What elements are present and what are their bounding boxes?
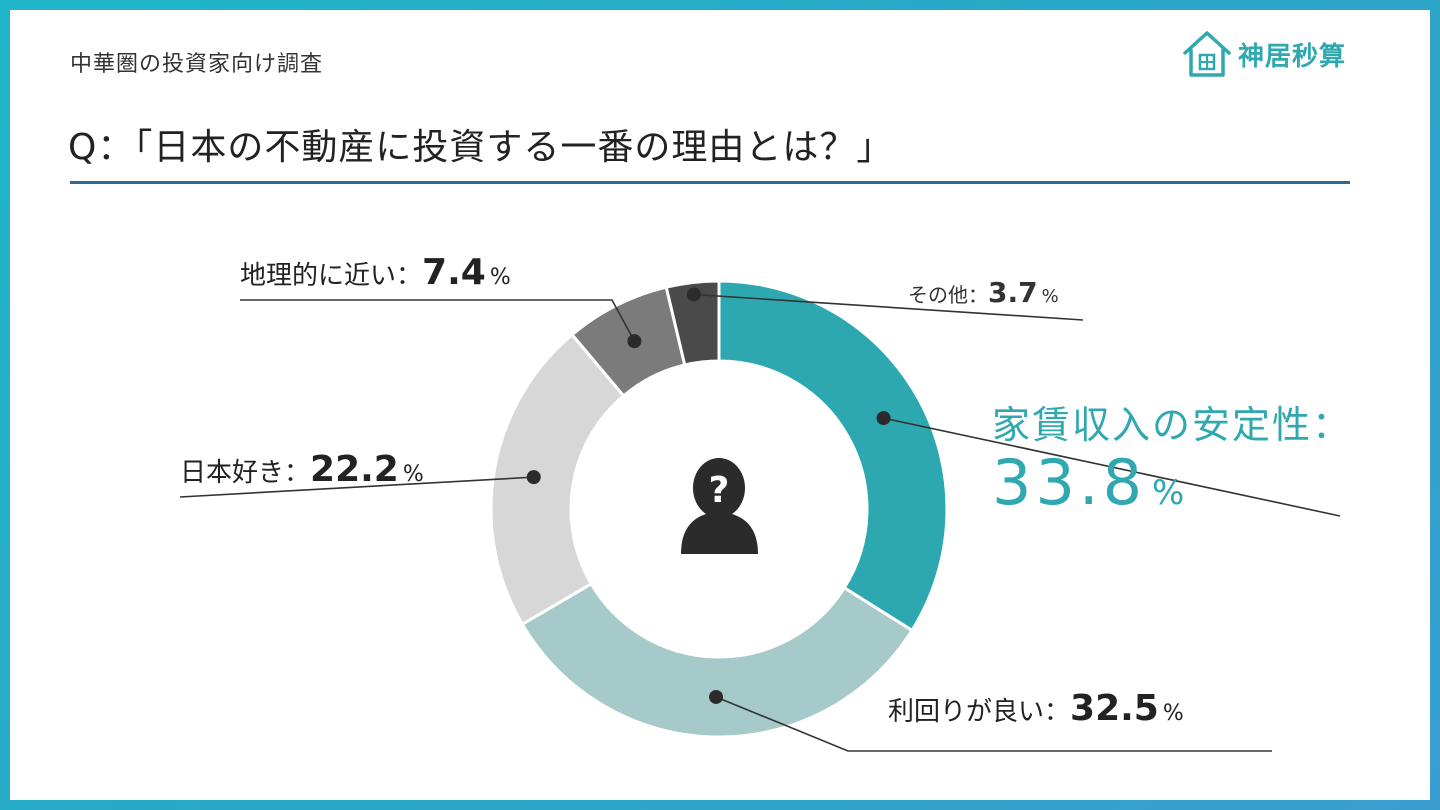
donut-slice-1 (717, 279, 949, 633)
slice-label-1-name: 家賃収入の安定性： (992, 394, 1352, 449)
leader-dot-2 (709, 689, 724, 704)
leader-line-1 (883, 417, 1341, 517)
leader-dot-1 (876, 411, 891, 426)
svg-text:?: ? (709, 470, 730, 511)
slice-unit: % (1041, 286, 1059, 307)
slice-value: 22.2 (310, 449, 399, 490)
slice-unit: % (402, 462, 424, 487)
slice-label-1-value: 33.8% (992, 446, 1184, 519)
house-icon (1183, 31, 1231, 77)
leader-line-3 (179, 476, 534, 498)
slice-label-sep: ： (1312, 403, 1353, 447)
leader-dot-5 (686, 287, 701, 302)
leader-line-4 (240, 299, 636, 342)
leader-line-5 (693, 293, 1084, 321)
title-divider (70, 181, 1350, 184)
slice-label-3: 日本好き：22.2% (180, 449, 424, 490)
slice-label-5: その他：3.7% (908, 276, 1059, 309)
donut-slice-3 (489, 332, 626, 627)
slice-label-sep: ： (284, 458, 311, 488)
leader-line-2 (715, 696, 1272, 752)
slice-label-name: 日本好き (180, 458, 285, 488)
survey-subtitle: 中華圏の投資家向け調査 (70, 52, 324, 77)
slice-label-name: 家賃収入の安定性 (992, 403, 1313, 447)
slice-label-2: 利回りが良い：32.5% (888, 688, 1184, 729)
brand-logo: 神居秒算 (1180, 26, 1360, 82)
slice-unit: % (489, 265, 511, 290)
slice-unit: % (1152, 473, 1185, 513)
leader-dot-4 (627, 334, 642, 349)
leader-dot-3 (526, 470, 541, 485)
slice-label-sep: ： (968, 283, 988, 307)
logo-text: 神居秒算 (1238, 41, 1347, 72)
slice-label-name: 地理的に近い (240, 261, 397, 291)
donut-slice-5 (664, 279, 721, 367)
slice-label-sep: ： (1044, 697, 1071, 727)
donut-slice-2 (520, 581, 915, 739)
slice-label-sep: ： (396, 261, 423, 291)
question-title: Q：「日本の不動産に投資する一番の理由とは？」 (68, 127, 894, 168)
slice-unit: % (1162, 701, 1184, 726)
slice-value: 32.5 (1070, 688, 1159, 729)
slice-value: 3.7 (988, 276, 1038, 309)
slice-label-name: 利回りが良い (888, 697, 1045, 727)
slice-value: 7.4 (422, 252, 486, 293)
slice-value: 33.8 (992, 446, 1147, 519)
slice-label-name: その他 (908, 283, 968, 307)
slice-label-4: 地理的に近い：7.4% (240, 252, 511, 293)
person-question-icon: ? (681, 458, 758, 554)
